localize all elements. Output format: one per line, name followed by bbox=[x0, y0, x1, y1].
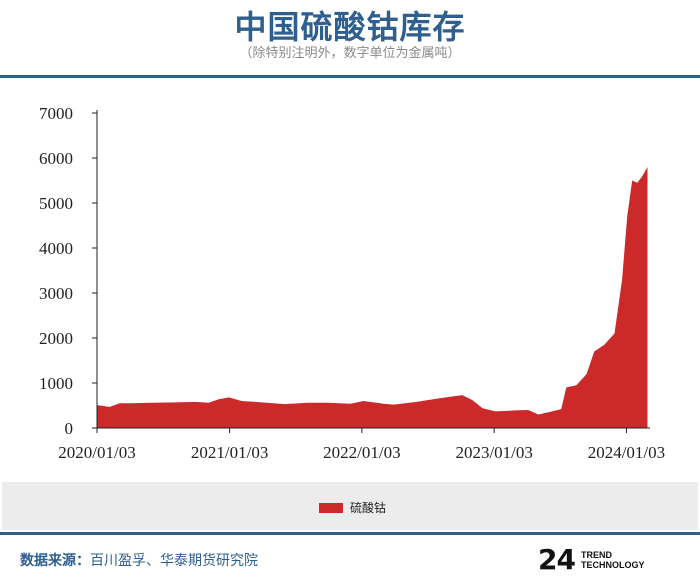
legend-swatch bbox=[319, 503, 343, 513]
x-tick-label-2: 2022/01/03 bbox=[323, 443, 400, 462]
legend: 硫酸钴 bbox=[2, 482, 698, 530]
y-tick-label-4: 4000 bbox=[39, 239, 73, 258]
data-source-label: 数据来源： bbox=[20, 553, 90, 569]
x-tick-label-3: 2023/01/03 bbox=[455, 443, 532, 462]
x-tick-label-0: 2020/01/03 bbox=[58, 443, 135, 462]
y-tick-label-0: 0 bbox=[65, 419, 74, 438]
y-tick-label-5: 5000 bbox=[39, 194, 73, 213]
axis-layer bbox=[96, 110, 650, 429]
chart-plot: 0 1000 2000 3000 4000 5000 6000 7000 2020/01/03… bbox=[39, 104, 665, 462]
y-tick-label-7: 7000 bbox=[39, 104, 73, 123]
logo-text-line1: TREND bbox=[580, 550, 612, 560]
y-tick-label-3: 3000 bbox=[39, 284, 73, 303]
y-tick-label-6: 6000 bbox=[39, 149, 73, 168]
y-tick-label-2: 2000 bbox=[39, 329, 73, 348]
x-tick-label-4: 2024/01/03 bbox=[588, 443, 665, 462]
chart-title: 中国硫酸钴库存 bbox=[234, 8, 466, 46]
brand-logo: 24 TREND TECHNOLOGY bbox=[538, 543, 644, 577]
header-divider bbox=[0, 75, 700, 78]
logo-text-line2: TECHNOLOGY bbox=[580, 560, 645, 570]
x-tick-layer: 2020/01/03 2021/01/03 2022/01/03 2023/01/03… bbox=[58, 428, 665, 462]
data-source-text: 百川盈孚、华泰期货研究院 bbox=[90, 553, 258, 569]
series-area-layer bbox=[97, 167, 648, 428]
y-tick-layer: 0 1000 2000 3000 4000 5000 6000 7000 bbox=[39, 104, 97, 438]
logo-mark: 24 bbox=[538, 543, 576, 576]
legend-label: 硫酸钴 bbox=[350, 501, 387, 515]
logo-text: TREND TECHNOLOGY bbox=[581, 550, 645, 570]
data-source: 数据来源：百川盈孚、华泰期货研究院 bbox=[20, 550, 258, 570]
chart-subtitle: （除特别注明外，数字单位为金属吨） bbox=[239, 46, 461, 61]
footer-divider bbox=[0, 532, 700, 535]
y-tick-label-1: 1000 bbox=[39, 374, 73, 393]
x-tick-label-1: 2021/01/03 bbox=[191, 443, 268, 462]
series-area-0 bbox=[97, 167, 648, 428]
